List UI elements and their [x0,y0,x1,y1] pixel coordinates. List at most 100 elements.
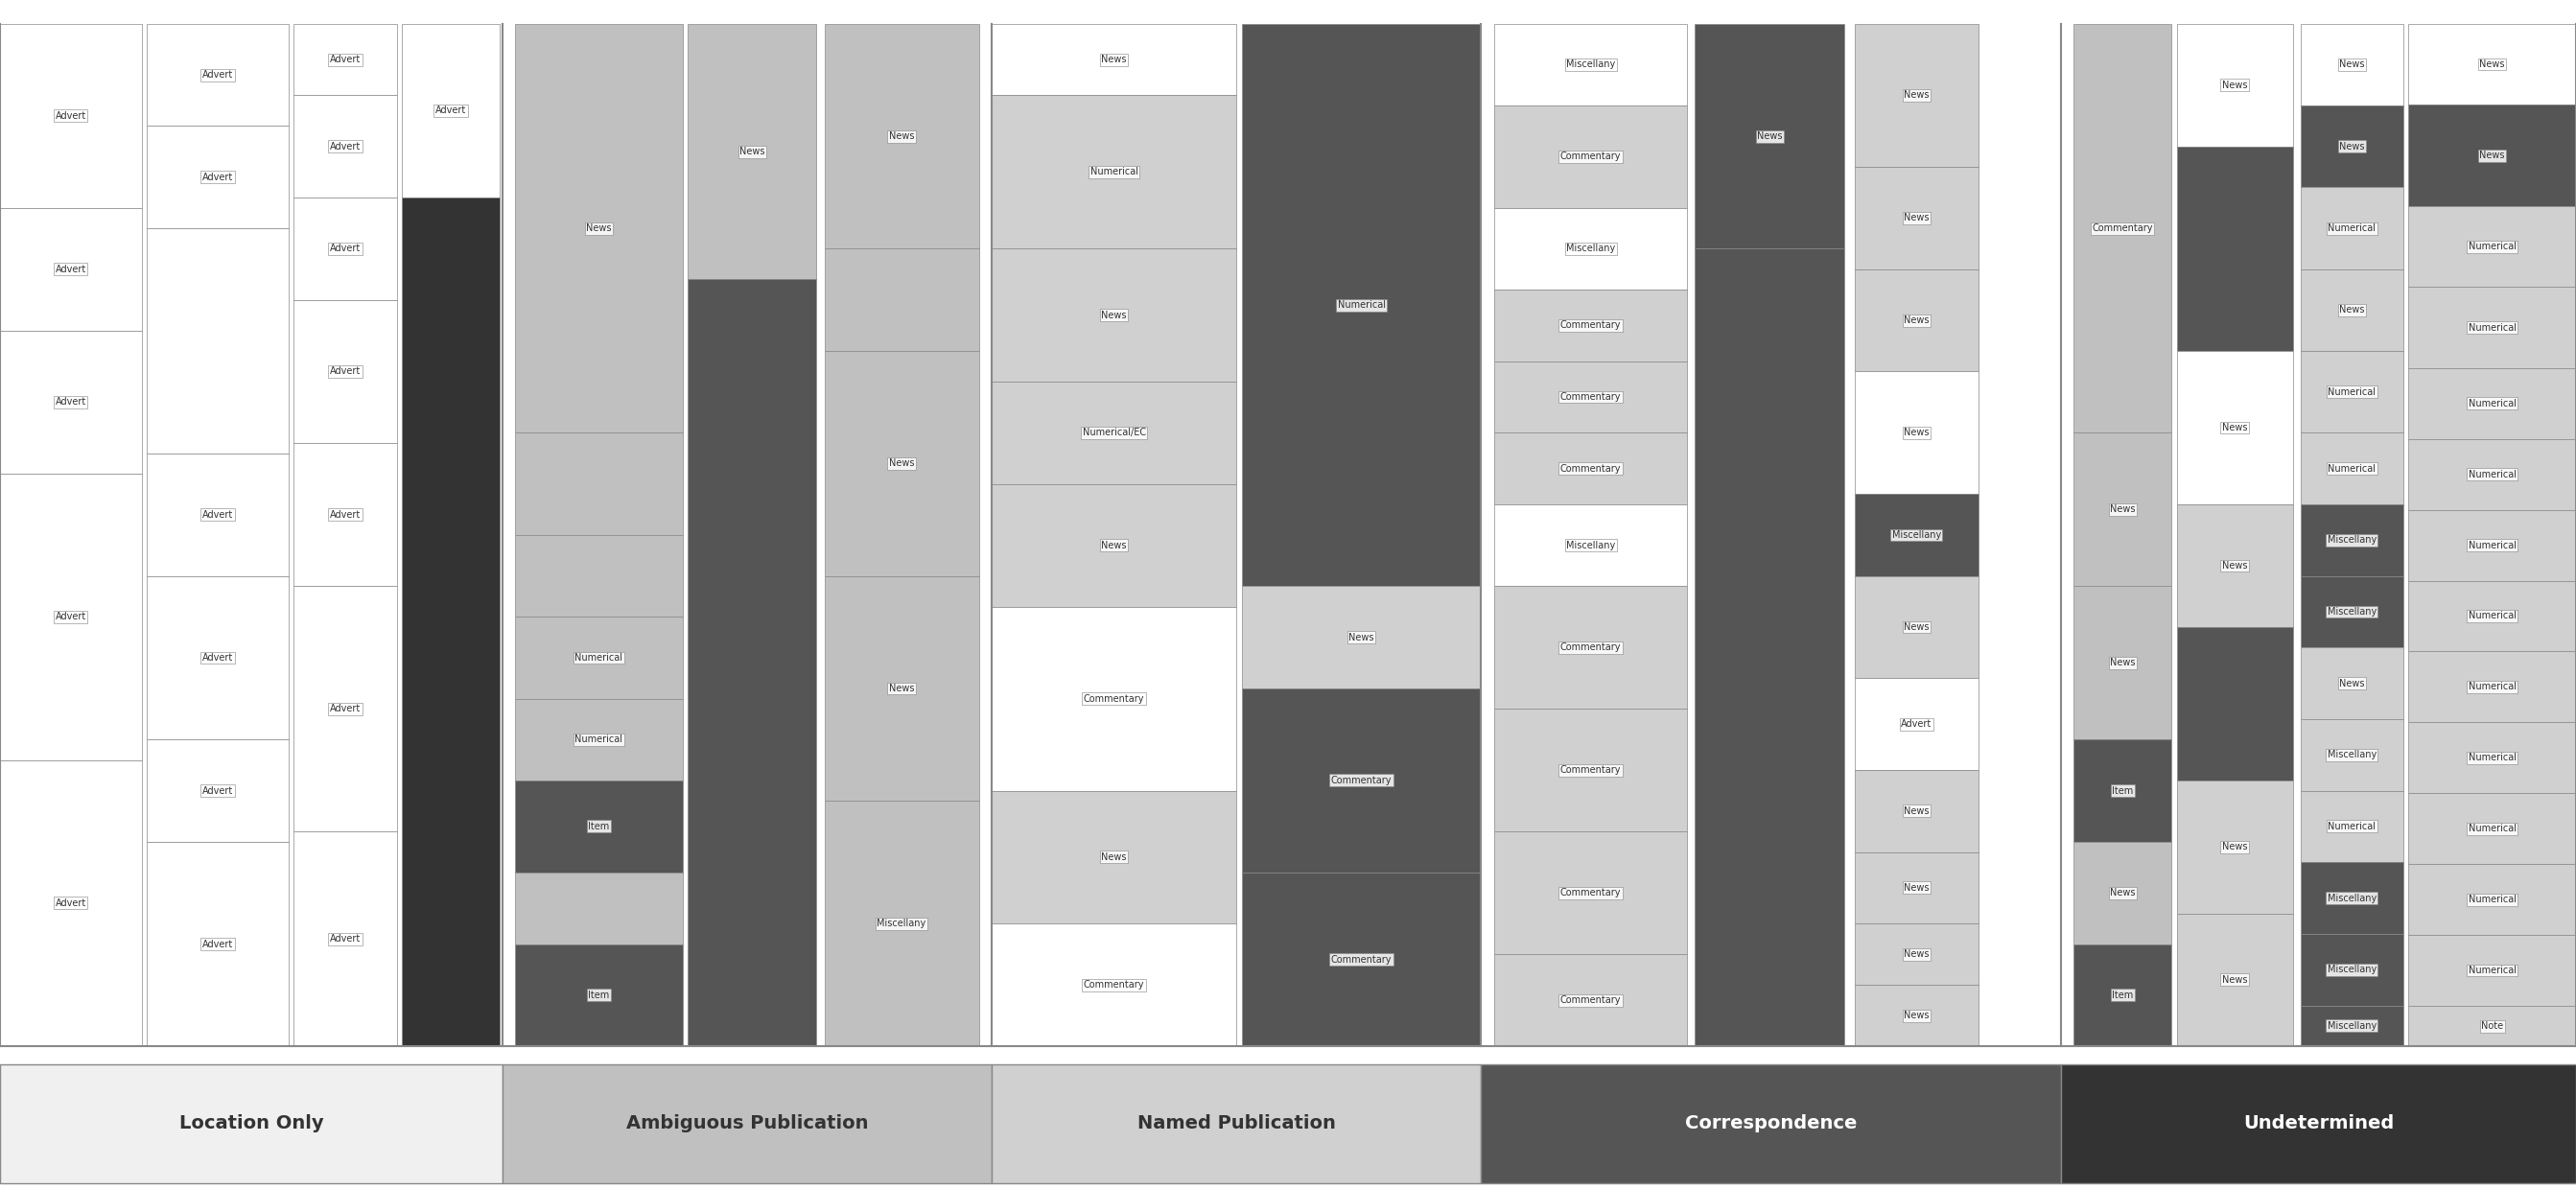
Text: News: News [2223,561,2246,571]
FancyBboxPatch shape [1242,24,1481,586]
Text: Numerical: Numerical [574,653,623,662]
FancyBboxPatch shape [515,699,683,780]
FancyBboxPatch shape [1695,24,1844,249]
FancyBboxPatch shape [2409,793,2576,864]
Text: Miscellany: Miscellany [876,919,927,929]
Text: News: News [1904,622,1929,631]
Text: News: News [2339,59,2365,69]
FancyBboxPatch shape [2409,580,2576,652]
Text: News: News [889,132,914,141]
Text: News: News [2339,306,2365,315]
FancyBboxPatch shape [2409,287,2576,369]
FancyBboxPatch shape [0,473,142,760]
Text: Advert: Advert [330,704,361,713]
FancyBboxPatch shape [147,842,289,1046]
FancyBboxPatch shape [1855,166,1978,269]
FancyBboxPatch shape [2300,575,2403,648]
Text: Advert: Advert [201,510,234,520]
Text: News: News [2110,504,2136,515]
Text: Note: Note [2481,1021,2504,1031]
Text: News: News [587,224,611,233]
Text: Miscellany: Miscellany [2326,1021,2378,1031]
FancyBboxPatch shape [688,24,817,279]
Text: Advert: Advert [1901,719,1932,729]
FancyBboxPatch shape [2074,24,2172,433]
FancyBboxPatch shape [992,24,1236,95]
Text: Commentary: Commentary [1561,995,1620,1005]
FancyBboxPatch shape [824,351,979,575]
Text: Item: Item [2112,990,2133,1000]
Text: Numerical: Numerical [2468,753,2517,762]
FancyBboxPatch shape [2409,1006,2576,1046]
Text: Miscellany: Miscellany [2326,893,2378,902]
FancyBboxPatch shape [1494,290,1687,361]
FancyBboxPatch shape [1494,955,1687,1046]
FancyBboxPatch shape [294,197,397,300]
FancyBboxPatch shape [2300,24,2403,106]
FancyBboxPatch shape [992,95,1236,249]
FancyBboxPatch shape [1494,709,1687,831]
FancyBboxPatch shape [1494,208,1687,290]
FancyBboxPatch shape [1855,495,1978,575]
FancyBboxPatch shape [1855,24,1978,166]
FancyBboxPatch shape [1494,106,1687,208]
Text: Commentary: Commentary [1561,766,1620,775]
Text: Advert: Advert [54,899,88,908]
FancyBboxPatch shape [2074,842,2172,944]
Text: News: News [1103,55,1126,64]
Text: Advert: Advert [330,141,361,151]
FancyBboxPatch shape [1242,688,1481,873]
FancyBboxPatch shape [1494,831,1687,955]
FancyBboxPatch shape [2300,269,2403,351]
FancyBboxPatch shape [1242,873,1481,1046]
FancyBboxPatch shape [294,24,397,95]
FancyBboxPatch shape [147,453,289,575]
Text: Miscellany: Miscellany [2326,750,2378,760]
FancyBboxPatch shape [2409,105,2576,206]
FancyBboxPatch shape [294,831,397,1046]
Text: Commentary: Commentary [1561,643,1620,653]
Text: Numerical: Numerical [2468,824,2517,833]
Text: Item: Item [587,822,611,831]
FancyBboxPatch shape [992,249,1236,382]
FancyBboxPatch shape [1855,984,1978,1046]
Text: Numerical: Numerical [1337,300,1386,310]
Text: Item: Item [587,990,611,1000]
FancyBboxPatch shape [2300,862,2403,933]
Text: News: News [2223,423,2246,433]
FancyBboxPatch shape [1494,361,1687,433]
Text: Named Publication: Named Publication [1136,1114,1337,1133]
Text: News: News [1350,633,1373,642]
Text: News: News [1103,853,1126,862]
FancyBboxPatch shape [1855,678,1978,770]
Text: Advert: Advert [54,111,88,120]
FancyBboxPatch shape [147,126,289,228]
Text: Undetermined: Undetermined [2244,1114,2393,1133]
FancyBboxPatch shape [2409,369,2576,439]
Text: News: News [1904,428,1929,438]
FancyBboxPatch shape [2061,1064,2576,1183]
FancyBboxPatch shape [2300,791,2403,862]
Text: News: News [1904,90,1929,100]
Text: Advert: Advert [54,397,88,407]
Text: News: News [2110,658,2136,668]
FancyBboxPatch shape [2409,206,2576,287]
FancyBboxPatch shape [2177,627,2293,780]
FancyBboxPatch shape [1494,586,1687,709]
FancyBboxPatch shape [2177,146,2293,351]
FancyBboxPatch shape [515,535,683,617]
Text: Numerical: Numerical [2468,611,2517,621]
FancyBboxPatch shape [2074,433,2172,586]
Text: News: News [2223,842,2246,851]
Text: Advert: Advert [330,510,361,520]
Text: Numerical: Numerical [2468,398,2517,408]
FancyBboxPatch shape [1494,433,1687,504]
Text: Miscellany: Miscellany [1566,59,1615,69]
FancyBboxPatch shape [2300,648,2403,719]
FancyBboxPatch shape [1855,575,1978,678]
Text: News: News [1904,213,1929,222]
Text: News: News [1904,950,1929,960]
FancyBboxPatch shape [2300,351,2403,433]
FancyBboxPatch shape [515,873,683,944]
FancyBboxPatch shape [0,331,142,473]
